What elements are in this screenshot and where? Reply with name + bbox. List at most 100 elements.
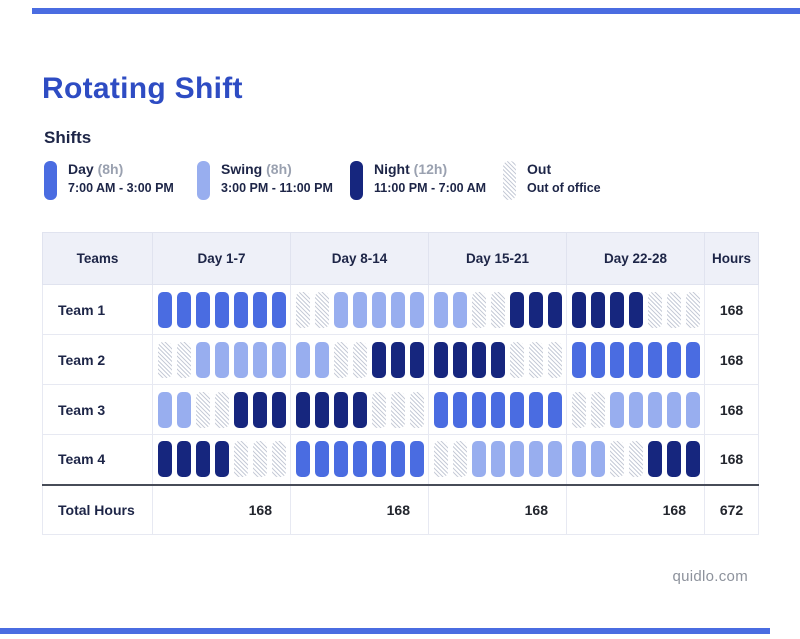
night-shift-pill [195,441,210,478]
out-shift-pill [252,441,267,478]
swing-shift-pill [509,441,524,478]
out-shift-pill [195,391,210,428]
swing-shift-pill [214,341,229,378]
night-shift-pill [528,291,543,328]
week-cell [152,434,291,485]
swing-shift-pill [176,391,191,428]
night-shift-pill [176,441,191,478]
out-shift-pill [628,441,643,478]
night-shift-swatch-icon [350,161,363,200]
shift-pill-group [291,441,428,478]
legend-shift-time: 11:00 PM - 7:00 AM [374,181,487,195]
night-shift-pill [157,441,172,478]
night-shift-pill [233,391,248,428]
out-shift-pill [352,341,367,378]
night-shift-pill [390,341,405,378]
out-shift-pill [371,391,386,428]
week-cell [290,284,429,335]
day-shift-pill [314,441,329,478]
legend-shift-name: Day (8h) [68,161,124,177]
week-cell [290,334,429,385]
total-hours-label: Total Hours [42,483,153,535]
table-row: Team 3 168 [42,384,759,435]
day-shift-pill [271,291,286,328]
shift-pill-group [567,391,704,428]
swing-shift-pill [352,291,367,328]
swing-shift-pill [452,291,467,328]
week-cell [566,384,705,435]
day-shift-pill [371,441,386,478]
out-shift-swatch-icon [503,161,516,200]
shift-pill-group [567,441,704,478]
table-header-row: Teams Day 1-7 Day 8-14 Day 15-21 Day 22-28 Ho… [42,232,759,285]
day-shift-pill [471,391,486,428]
week-total-value: 168 [290,483,429,535]
out-shift-pill [176,341,191,378]
shift-pill-group [429,341,566,378]
out-shift-pill [571,391,586,428]
day-shift-pill [352,441,367,478]
swing-shift-pill [547,441,562,478]
week-cell [566,434,705,485]
site-credit: quidlo.com [672,568,748,585]
out-shift-pill [157,341,172,378]
day-shift-pill [409,441,424,478]
swing-shift-pill [390,291,405,328]
week-cell [428,284,567,335]
day-shift-pill [490,391,505,428]
day-shift-pill [176,291,191,328]
hours-cell: 168 [704,434,759,485]
shift-pill-group [291,341,428,378]
week-total-value: 168 [152,483,291,535]
night-shift-pill [628,291,643,328]
week-cell [152,284,291,335]
legend-shift-duration: (8h) [266,161,292,177]
shift-schedule-table: Teams Day 1-7 Day 8-14 Day 15-21 Day 22-28 Ho… [42,232,759,535]
week-cell [566,334,705,385]
shift-pill-group [153,341,290,378]
shift-pill-group [429,391,566,428]
page-title: Rotating Shift [42,72,243,106]
out-shift-pill [295,291,310,328]
swing-shift-pill [528,441,543,478]
shift-pill-group [429,291,566,328]
swing-shift-pill [195,341,210,378]
shift-pill-group [567,291,704,328]
legend-shift-time: 3:00 PM - 11:00 PM [221,181,333,195]
swing-shift-pill [666,391,681,428]
out-shift-pill [666,291,681,328]
night-shift-pill [590,291,605,328]
out-shift-pill [271,441,286,478]
out-shift-pill [452,441,467,478]
team-name-cell: Team 4 [42,434,153,485]
night-shift-pill [371,341,386,378]
legend-item-night: Night (12h) 11:00 PM - 7:00 AM [350,161,503,200]
column-header: Day 1-7 [152,232,291,285]
out-shift-pill [390,391,405,428]
column-header: Hours [704,232,759,285]
out-shift-pill [214,391,229,428]
legend-shift-name: Night (12h) [374,161,448,177]
top-accent-bar [32,8,800,14]
week-total-value: 168 [566,483,705,535]
day-shift-pill [233,291,248,328]
out-shift-pill [471,291,486,328]
legend-item-day: Day (8h) 7:00 AM - 3:00 PM [44,161,197,200]
night-shift-pill [314,391,329,428]
hours-cell: 168 [704,384,759,435]
week-cell [290,384,429,435]
team-name-cell: Team 2 [42,334,153,385]
out-shift-pill [433,441,448,478]
swing-shift-pill [233,341,248,378]
night-shift-pill [547,291,562,328]
night-shift-pill [571,291,586,328]
shift-pill-group [567,341,704,378]
legend-item-out: Out Out of office [503,161,656,200]
night-shift-pill [647,441,662,478]
swing-shift-pill [471,441,486,478]
night-shift-pill [214,441,229,478]
day-shift-pill [590,341,605,378]
day-shift-pill [452,391,467,428]
legend-shift-time: 7:00 AM - 3:00 PM [68,181,174,195]
day-shift-pill [295,441,310,478]
